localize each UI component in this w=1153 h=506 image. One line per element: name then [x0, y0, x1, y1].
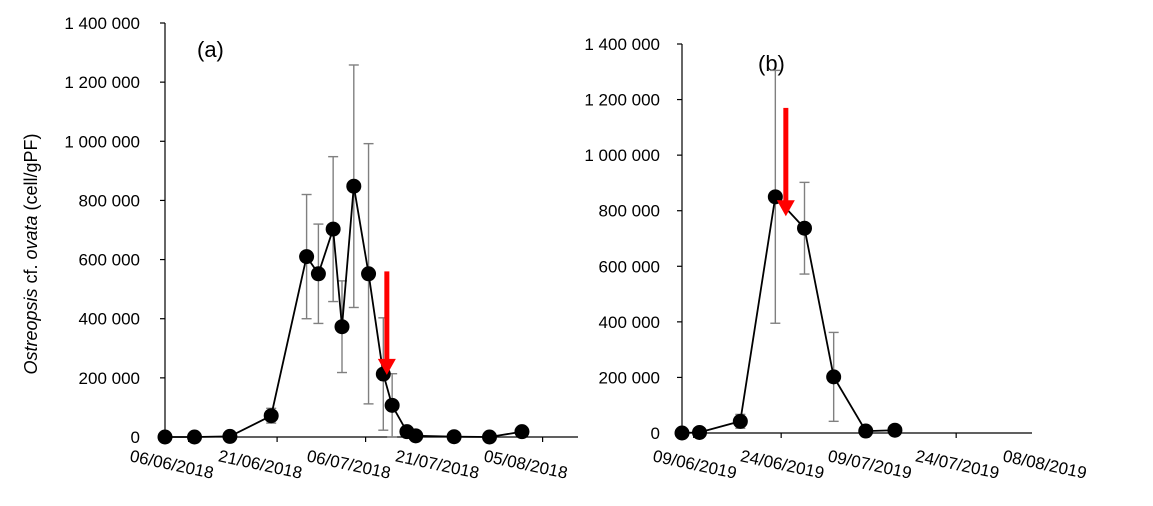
data-point — [334, 319, 350, 335]
data-point — [858, 423, 874, 439]
panel-a: 0 200 000 400 000 600 000 800 000 1 000 000 1 … — [64, 14, 578, 483]
y-tick-label: 600 000 — [599, 257, 660, 276]
x-tick-label: 05/08/2018 — [482, 446, 569, 482]
data-point — [384, 397, 400, 413]
y-axis-label: Ostreopsis cf. ovata (cell/gPF) — [21, 133, 41, 374]
x-tick-label: 24/07/2019 — [914, 446, 1001, 482]
y-axis-label-italic-2: ovata — [21, 215, 41, 259]
y-tick-label: 800 000 — [599, 202, 660, 221]
data-point — [361, 266, 377, 282]
y-axis-label-part-4: (cell/gPF) — [21, 133, 41, 215]
data-point — [797, 220, 812, 236]
data-point — [826, 369, 842, 385]
data-point — [692, 424, 707, 440]
arrow-head — [776, 200, 795, 217]
data-point — [446, 429, 462, 445]
data-point — [482, 429, 497, 445]
data-point — [732, 413, 748, 429]
data-point — [514, 424, 530, 440]
y-tick-label: 0 — [651, 424, 660, 443]
y-tick-label: 1 000 000 — [64, 132, 140, 151]
y-tick-label: 400 000 — [79, 310, 140, 329]
data-point — [157, 429, 173, 445]
y-tick-label: 1 400 000 — [64, 14, 140, 33]
y-tick-label: 1 200 000 — [64, 73, 140, 92]
y-axis-label-italic-1: Ostreopsis — [21, 289, 41, 375]
arrow-head — [377, 358, 396, 375]
x-tick-label: 21/06/2018 — [217, 446, 304, 482]
series-line — [165, 186, 523, 438]
arrow-shaft — [384, 271, 390, 361]
panel-b: 0 200 000 400 000 600 000 800 000 1 000 000 1 … — [584, 35, 1088, 483]
x-tick-label: 06/06/2018 — [128, 446, 215, 482]
data-point — [310, 266, 326, 282]
data-point — [263, 408, 279, 424]
y-tick-label: 200 000 — [79, 369, 140, 388]
y-tick-label: 800 000 — [79, 191, 140, 210]
y-tick-label: 1 400 000 — [584, 35, 660, 54]
panel-label: (b) — [758, 51, 785, 76]
y-tick-label: 400 000 — [599, 313, 660, 332]
data-point — [325, 221, 341, 237]
data-point — [346, 178, 362, 194]
panel-label: (a) — [197, 37, 224, 62]
x-tick-label: 08/08/2019 — [1001, 446, 1088, 482]
y-tick-label: 200 000 — [599, 368, 660, 387]
data-point — [187, 429, 202, 445]
y-axis-label-part-2: cf. — [21, 260, 41, 289]
y-tick-label: 1 200 000 — [584, 91, 660, 110]
y-tick-label: 600 000 — [79, 251, 140, 270]
data-point — [674, 425, 690, 441]
data-point — [222, 428, 238, 444]
x-tick-label: 09/06/2019 — [651, 446, 738, 482]
data-point — [408, 428, 424, 444]
data-point — [887, 422, 903, 438]
series-line — [681, 194, 895, 434]
y-tick-label: 1 000 000 — [584, 146, 660, 165]
data-point — [299, 249, 315, 265]
x-tick-label: 24/06/2019 — [739, 446, 826, 482]
x-tick-label: 09/07/2019 — [826, 446, 913, 482]
y-tick-label: 0 — [131, 428, 140, 447]
x-tick-label: 21/07/2018 — [394, 446, 481, 482]
arrow-shaft — [783, 107, 789, 203]
x-tick-label: 06/07/2018 — [305, 446, 392, 482]
